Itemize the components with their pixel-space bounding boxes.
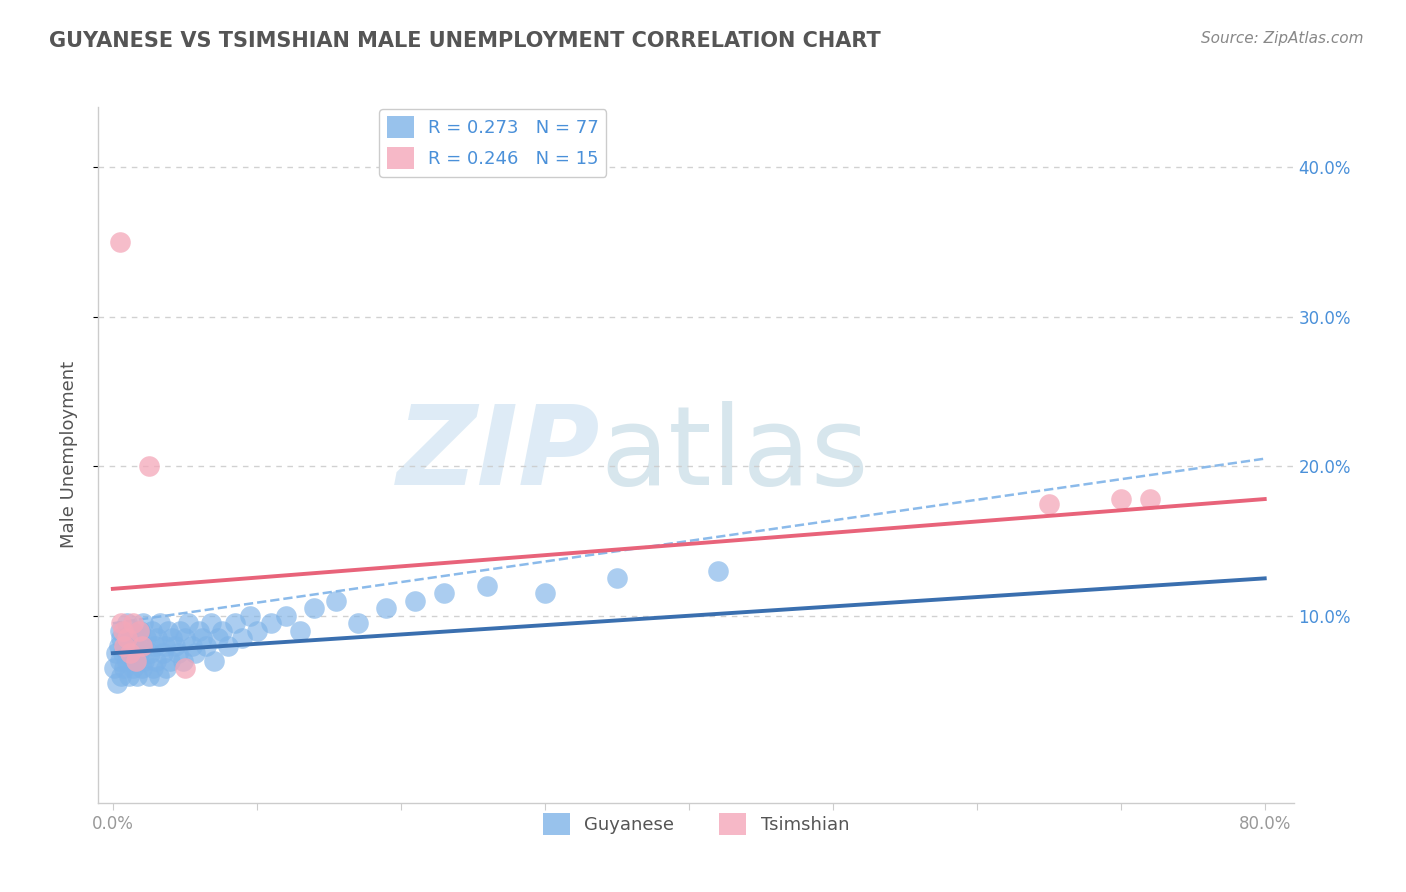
Point: [155, 661, 177, 675]
Point: [217, 639, 239, 653]
Point: [129, 624, 152, 638]
Point: [110, 616, 132, 631]
Point: [122, 616, 145, 631]
Point: [173, 661, 195, 675]
Point: [139, 646, 162, 660]
Point: [231, 631, 253, 645]
Point: [134, 654, 156, 668]
Point: [142, 661, 165, 675]
Point: [172, 654, 194, 668]
Point: [224, 616, 246, 631]
Point: [110, 668, 132, 682]
Point: [143, 639, 166, 653]
Point: [121, 646, 143, 660]
Point: [173, 631, 195, 645]
Point: [135, 631, 157, 645]
Point: [112, 661, 135, 675]
Point: [124, 639, 146, 653]
Point: [120, 646, 142, 660]
Point: [1038, 497, 1060, 511]
Point: [148, 668, 170, 682]
Point: [128, 624, 150, 638]
Point: [120, 631, 142, 645]
Point: [107, 639, 129, 653]
Point: [108, 235, 131, 249]
Point: [111, 646, 134, 660]
Y-axis label: Male Unemployment: Male Unemployment: [59, 361, 77, 549]
Point: [121, 624, 143, 638]
Text: atlas: atlas: [600, 401, 869, 508]
Point: [433, 586, 456, 600]
Point: [304, 601, 326, 615]
Point: [128, 646, 150, 660]
Point: [202, 654, 225, 668]
Point: [124, 654, 146, 668]
Text: GUYANESE VS TSIMSHIAN MALE UNEMPLOYMENT CORRELATION CHART: GUYANESE VS TSIMSHIAN MALE UNEMPLOYMENT …: [49, 31, 882, 51]
Legend: Guyanese, Tsimshian: Guyanese, Tsimshian: [536, 806, 856, 842]
Point: [131, 639, 153, 653]
Point: [288, 624, 311, 638]
Point: [131, 661, 153, 675]
Point: [138, 459, 160, 474]
Point: [1109, 491, 1132, 506]
Point: [156, 624, 179, 638]
Point: [533, 586, 555, 600]
Point: [176, 616, 198, 631]
Point: [127, 668, 149, 682]
Point: [146, 631, 169, 645]
Point: [152, 646, 174, 660]
Point: [260, 616, 283, 631]
Point: [477, 579, 499, 593]
Point: [325, 594, 347, 608]
Point: [122, 661, 145, 675]
Point: [169, 624, 191, 638]
Point: [115, 654, 138, 668]
Point: [239, 608, 262, 623]
Point: [184, 646, 207, 660]
Point: [138, 668, 160, 682]
Point: [104, 646, 127, 660]
Point: [1139, 491, 1161, 506]
Point: [211, 624, 233, 638]
Point: [207, 631, 229, 645]
Text: Source: ZipAtlas.com: Source: ZipAtlas.com: [1201, 31, 1364, 46]
Point: [191, 631, 214, 645]
Point: [111, 624, 134, 638]
Point: [274, 608, 297, 623]
Point: [114, 639, 136, 653]
Point: [108, 654, 131, 668]
Point: [181, 639, 204, 653]
Point: [105, 676, 128, 690]
Point: [153, 639, 176, 653]
Point: [404, 594, 426, 608]
Point: [145, 654, 167, 668]
Point: [115, 616, 138, 631]
Point: [195, 639, 218, 653]
Point: [110, 631, 132, 645]
Point: [160, 631, 183, 645]
Point: [149, 616, 172, 631]
Point: [132, 616, 155, 631]
Point: [606, 571, 628, 585]
Point: [112, 639, 135, 653]
Point: [346, 616, 368, 631]
Point: [188, 624, 211, 638]
Point: [706, 564, 728, 578]
Point: [166, 646, 188, 660]
Point: [163, 639, 186, 653]
Point: [125, 654, 148, 668]
Text: ZIP: ZIP: [396, 401, 600, 508]
Point: [159, 654, 181, 668]
Point: [108, 624, 131, 638]
Point: [246, 624, 269, 638]
Point: [125, 631, 148, 645]
Point: [103, 661, 125, 675]
Point: [131, 639, 153, 653]
Point: [118, 668, 141, 682]
Point: [141, 624, 163, 638]
Point: [200, 616, 222, 631]
Point: [115, 631, 138, 645]
Point: [375, 601, 398, 615]
